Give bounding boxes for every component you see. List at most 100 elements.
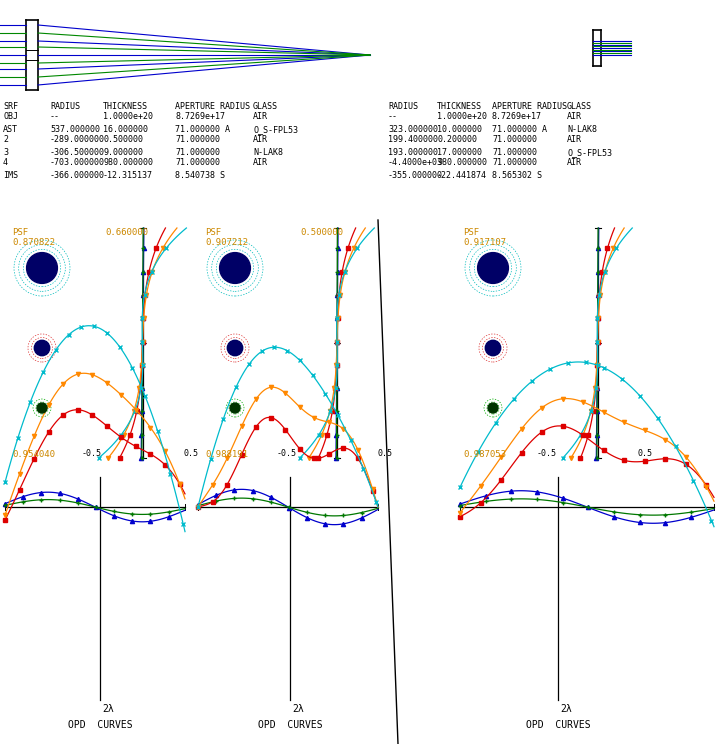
Text: AIR: AIR — [253, 158, 268, 167]
Text: 537.000000: 537.000000 — [50, 125, 100, 134]
Circle shape — [219, 253, 251, 283]
Circle shape — [30, 256, 54, 280]
Text: 193.000000: 193.000000 — [388, 148, 438, 157]
Text: 71.000000: 71.000000 — [175, 135, 220, 144]
Text: 0.500000: 0.500000 — [103, 135, 143, 144]
Text: AIR: AIR — [253, 135, 268, 144]
Circle shape — [232, 265, 238, 271]
Text: AIR: AIR — [567, 158, 582, 167]
Text: 323.000000: 323.000000 — [388, 125, 438, 134]
Text: 8.540738 S: 8.540738 S — [175, 171, 225, 180]
Circle shape — [488, 403, 498, 413]
Text: AIR: AIR — [567, 135, 582, 144]
Circle shape — [27, 253, 58, 283]
Text: 0.5: 0.5 — [183, 449, 198, 458]
Text: APERTURE RADIUS: APERTURE RADIUS — [175, 102, 250, 111]
Text: PSF: PSF — [12, 228, 28, 237]
Text: THICKNESS: THICKNESS — [437, 102, 482, 111]
Text: 8.7269e+17: 8.7269e+17 — [492, 112, 542, 121]
Circle shape — [36, 262, 48, 274]
Text: RADIUS: RADIUS — [50, 102, 80, 111]
Text: 16.000000: 16.000000 — [103, 125, 148, 134]
Circle shape — [481, 256, 505, 280]
Text: GLASS: GLASS — [253, 102, 278, 111]
Circle shape — [32, 259, 51, 278]
Text: AIR: AIR — [567, 112, 582, 121]
Text: 8.7269e+17: 8.7269e+17 — [175, 112, 225, 121]
Text: 71.000000: 71.000000 — [492, 135, 537, 144]
Circle shape — [484, 259, 503, 278]
Text: -703.000000: -703.000000 — [50, 158, 105, 167]
Circle shape — [488, 343, 498, 353]
Text: 0.5: 0.5 — [377, 449, 392, 458]
Text: -0.5: -0.5 — [277, 449, 297, 458]
Text: RADIUS: RADIUS — [388, 102, 418, 111]
Text: -4.4000e+03: -4.4000e+03 — [388, 158, 443, 167]
Text: 0.660000: 0.660000 — [105, 228, 148, 237]
Text: 0.988191: 0.988191 — [205, 450, 248, 459]
Text: OPD  CURVES: OPD CURVES — [258, 720, 322, 730]
Text: 71.000000: 71.000000 — [175, 158, 220, 167]
Text: 10.000000: 10.000000 — [437, 125, 482, 134]
Text: THICKNESS: THICKNESS — [103, 102, 148, 111]
Text: 2: 2 — [3, 135, 8, 144]
Text: 71.000000: 71.000000 — [492, 148, 537, 157]
Text: 199.400000: 199.400000 — [388, 135, 438, 144]
Text: 2λ: 2λ — [560, 704, 572, 714]
Text: --: -- — [388, 112, 398, 121]
Circle shape — [490, 405, 495, 411]
Text: 0.870822: 0.870822 — [12, 238, 55, 247]
Text: O_S-FPL53: O_S-FPL53 — [253, 125, 298, 134]
Circle shape — [487, 262, 499, 274]
Circle shape — [230, 403, 240, 413]
Circle shape — [229, 262, 241, 274]
Circle shape — [227, 340, 243, 356]
Text: PSF: PSF — [205, 228, 221, 237]
Text: 980.000000: 980.000000 — [103, 158, 153, 167]
Text: -0.5: -0.5 — [537, 449, 557, 458]
Text: 71.000000 A: 71.000000 A — [492, 125, 547, 134]
Text: 0.907212: 0.907212 — [205, 238, 248, 247]
Text: O_S-FPL53: O_S-FPL53 — [567, 148, 612, 157]
Circle shape — [222, 256, 248, 280]
Text: 71.000000 A: 71.000000 A — [175, 125, 230, 134]
Text: GLASS: GLASS — [567, 102, 592, 111]
Circle shape — [40, 345, 45, 350]
Text: IMS: IMS — [3, 171, 18, 180]
Text: OPD  CURVES: OPD CURVES — [68, 720, 132, 730]
Text: 980.000000: 980.000000 — [437, 158, 487, 167]
Circle shape — [226, 259, 244, 278]
Text: 8.565302 S: 8.565302 S — [492, 171, 542, 180]
Circle shape — [490, 345, 495, 350]
Text: AST: AST — [3, 125, 18, 134]
Text: -289.000000: -289.000000 — [50, 135, 105, 144]
Text: -12.315137: -12.315137 — [103, 171, 153, 180]
Circle shape — [232, 405, 238, 411]
Text: -0.5: -0.5 — [82, 449, 102, 458]
Text: 0.987053: 0.987053 — [463, 450, 506, 459]
Text: 9.000000: 9.000000 — [103, 148, 143, 157]
Text: PSF: PSF — [463, 228, 479, 237]
Text: N-LAK8: N-LAK8 — [567, 125, 597, 134]
Circle shape — [230, 343, 240, 353]
Text: 0.200000: 0.200000 — [437, 135, 477, 144]
Circle shape — [35, 340, 50, 356]
Text: APERTURE RADIUS: APERTURE RADIUS — [492, 102, 567, 111]
Text: -306.500000: -306.500000 — [50, 148, 105, 157]
Text: 4: 4 — [3, 158, 8, 167]
Circle shape — [37, 343, 47, 353]
Text: 0.954040: 0.954040 — [12, 450, 55, 459]
Text: -22.441874: -22.441874 — [437, 171, 487, 180]
Circle shape — [37, 403, 47, 413]
Circle shape — [39, 265, 45, 271]
Text: 1.0000e+20: 1.0000e+20 — [103, 112, 153, 121]
Text: AIR: AIR — [253, 112, 268, 121]
Text: 71.000000: 71.000000 — [492, 158, 537, 167]
Text: 0.5: 0.5 — [638, 449, 653, 458]
Circle shape — [485, 340, 500, 356]
Circle shape — [490, 265, 496, 271]
Circle shape — [477, 253, 508, 283]
Text: 0.500000: 0.500000 — [300, 228, 343, 237]
Text: OBJ: OBJ — [3, 112, 18, 121]
Text: 71.000000: 71.000000 — [175, 148, 220, 157]
